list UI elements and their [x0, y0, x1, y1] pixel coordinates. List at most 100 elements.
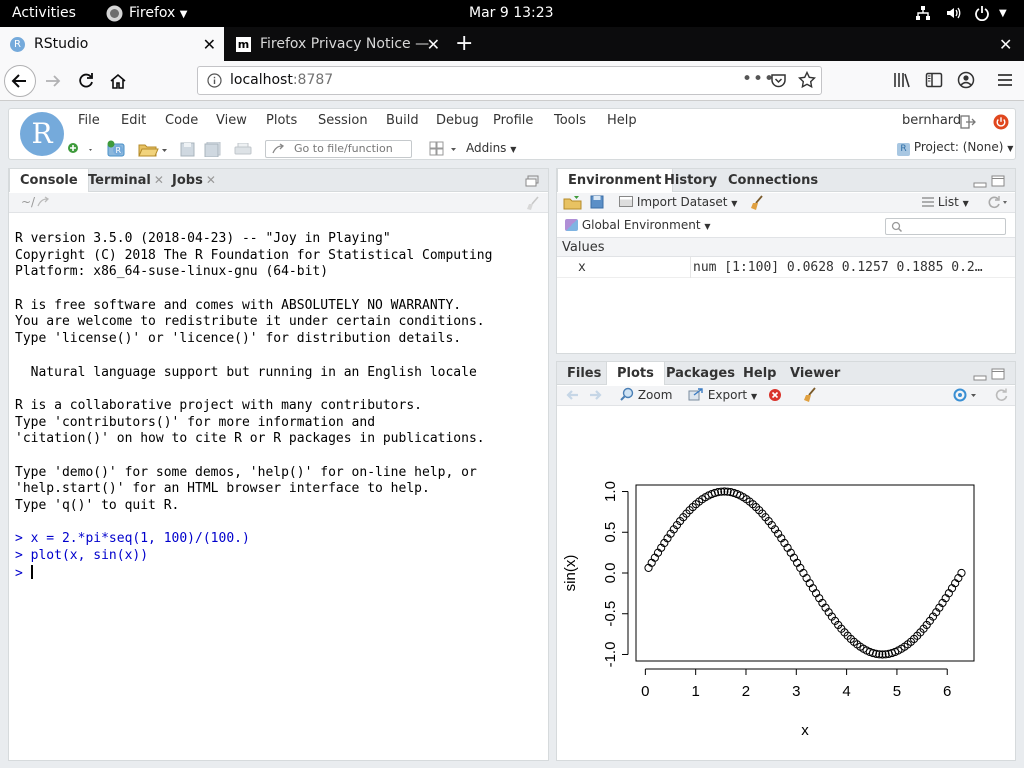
list-view-icon	[922, 197, 934, 207]
tab-jobs[interactable]: Jobs ✕	[162, 169, 226, 192]
print-icon[interactable]	[234, 143, 252, 156]
tab-viewer[interactable]: Viewer	[780, 362, 850, 385]
sidebar-icon[interactable]	[925, 71, 943, 89]
clock[interactable]: Mar 9 13:23	[469, 5, 554, 21]
tab-packages[interactable]: Packages	[656, 362, 745, 385]
maximize-pane-icon[interactable]	[525, 175, 539, 187]
forward-button[interactable]	[43, 71, 63, 91]
import-dataset-caret-icon: ▼	[731, 199, 738, 208]
tab-connections[interactable]: Connections	[718, 169, 828, 192]
activities-button[interactable]: Activities	[12, 5, 76, 21]
tab-console[interactable]: Console	[9, 169, 89, 192]
system-menu-caret-icon[interactable]: ▼	[999, 8, 1007, 19]
minimize-plots-pane-icon[interactable]	[973, 369, 987, 381]
previous-plot-icon[interactable]	[565, 389, 579, 401]
close-window-icon[interactable]: ✕	[999, 35, 1013, 54]
tab-title: Firefox Privacy Notice —	[260, 36, 430, 52]
library-icon[interactable]	[893, 71, 911, 89]
console-prompt[interactable]: >	[15, 564, 492, 582]
tab-environment[interactable]: Environment	[557, 169, 673, 192]
close-jobs-icon[interactable]: ✕	[205, 173, 216, 187]
env-search-input[interactable]	[885, 218, 1006, 235]
view-mode-menu[interactable]: List ▼	[922, 195, 969, 209]
tab-terminal[interactable]: Terminal ✕	[78, 169, 174, 192]
menu-build[interactable]: Build	[386, 113, 419, 128]
menu-help[interactable]: Help	[607, 113, 637, 128]
menu-session[interactable]: Session	[318, 113, 368, 128]
remove-plot-icon[interactable]	[768, 388, 782, 402]
menu-debug[interactable]: Debug	[436, 113, 479, 128]
new-project-icon[interactable]: R	[107, 140, 127, 158]
export-menu[interactable]: Export ▼	[688, 387, 757, 402]
new-file-icon[interactable]	[67, 142, 93, 156]
next-plot-icon[interactable]	[589, 389, 603, 401]
grid-layout-icon[interactable]	[429, 141, 459, 156]
back-button[interactable]	[4, 65, 36, 97]
tab-plots[interactable]: Plots	[606, 362, 665, 385]
addins-menu[interactable]: Addins ▼	[466, 141, 516, 155]
menu-tools[interactable]: Tools	[554, 113, 587, 128]
save-all-icon[interactable]	[204, 142, 221, 157]
menu-code[interactable]: Code	[165, 113, 199, 128]
plot-canvas[interactable]: 0 1 2 3 4 5 6 -1.0 -0.5 0.0 0.5 1.0 x sin(x)	[557, 407, 1015, 760]
goto-file-input[interactable]: Go to file/function	[265, 140, 412, 158]
console-output[interactable]: R version 3.5.0 (2018-04-23) -- "Joy in …	[15, 231, 492, 581]
console-command-line: > x = 2.*pi*seq(1, 100)/(100.)	[15, 531, 250, 547]
console-output-line	[15, 448, 492, 465]
network-icon[interactable]	[915, 5, 931, 21]
close-terminal-icon[interactable]: ✕	[153, 173, 164, 187]
power-icon[interactable]	[974, 5, 990, 21]
refresh-env-icon[interactable]	[987, 195, 1009, 209]
maximize-plots-pane-icon[interactable]	[991, 368, 1005, 380]
site-info-icon[interactable]	[207, 73, 222, 88]
maximize-env-pane-icon[interactable]	[991, 175, 1005, 187]
open-file-icon[interactable]	[138, 141, 170, 157]
tab-files[interactable]: Files	[557, 362, 611, 385]
go-to-directory-icon[interactable]	[37, 196, 51, 208]
env-scope-menu[interactable]: Global Environment ▼	[565, 218, 711, 232]
account-icon[interactable]	[957, 71, 975, 89]
save-workspace-icon[interactable]	[590, 195, 604, 209]
svg-text:R: R	[116, 146, 122, 155]
gnome-top-bar: Activities Firefox ▼ Mar 9 13:23 ▼	[0, 0, 1024, 27]
url-bar[interactable]: localhost:8787 •••	[197, 66, 822, 95]
minimize-env-pane-icon[interactable]	[973, 176, 987, 188]
pocket-icon[interactable]	[770, 72, 787, 89]
console-output-line	[15, 281, 492, 298]
hamburger-menu-icon[interactable]	[996, 71, 1014, 89]
close-tab-icon[interactable]: ✕	[202, 35, 216, 54]
import-dataset-menu[interactable]: Import Dataset ▼	[619, 195, 737, 209]
browser-tab-privacy[interactable]: m Firefox Privacy Notice — ✕	[226, 27, 448, 61]
volume-icon[interactable]	[945, 5, 961, 21]
home-button[interactable]	[108, 71, 128, 91]
project-menu[interactable]: R Project: (None) ▼	[897, 140, 1013, 156]
bookmark-star-icon[interactable]	[798, 71, 816, 89]
publish-icon[interactable]	[953, 388, 981, 402]
refresh-plot-icon[interactable]	[995, 388, 1009, 402]
reload-button[interactable]	[76, 71, 96, 91]
environment-toolbar: Import Dataset ▼ List ▼	[557, 193, 1015, 213]
tab-history[interactable]: History	[654, 169, 727, 192]
env-row[interactable]: x num [1:100] 0.0628 0.1257 0.1885 0.2…	[557, 257, 1015, 278]
y-tick-label: 0.5	[602, 522, 619, 543]
clear-console-icon[interactable]	[525, 195, 541, 211]
menu-edit[interactable]: Edit	[121, 113, 147, 128]
menu-plots[interactable]: Plots	[266, 113, 298, 128]
menu-profile[interactable]: Profile	[493, 113, 534, 128]
load-workspace-icon[interactable]	[563, 195, 583, 210]
menu-file[interactable]: File	[78, 113, 100, 128]
new-tab-button[interactable]: +	[455, 31, 474, 56]
browser-tab-rstudio[interactable]: R RStudio ✕	[0, 27, 224, 61]
clear-plots-icon[interactable]	[802, 387, 818, 403]
save-icon[interactable]	[180, 142, 195, 157]
close-tab-icon[interactable]: ✕	[426, 35, 440, 54]
tab-help[interactable]: Help	[733, 362, 786, 385]
menu-view[interactable]: View	[216, 113, 247, 128]
app-menu-button[interactable]: Firefox ▼	[129, 5, 188, 21]
page-actions-icon[interactable]: •••	[742, 69, 776, 89]
clear-workspace-icon[interactable]	[749, 195, 765, 211]
sign-out-icon[interactable]	[960, 115, 976, 129]
y-axis: -1.0 -0.5 0.0 0.5 1.0	[602, 481, 629, 667]
quit-session-icon[interactable]	[993, 114, 1009, 130]
zoom-button[interactable]: Zoom	[620, 387, 672, 402]
